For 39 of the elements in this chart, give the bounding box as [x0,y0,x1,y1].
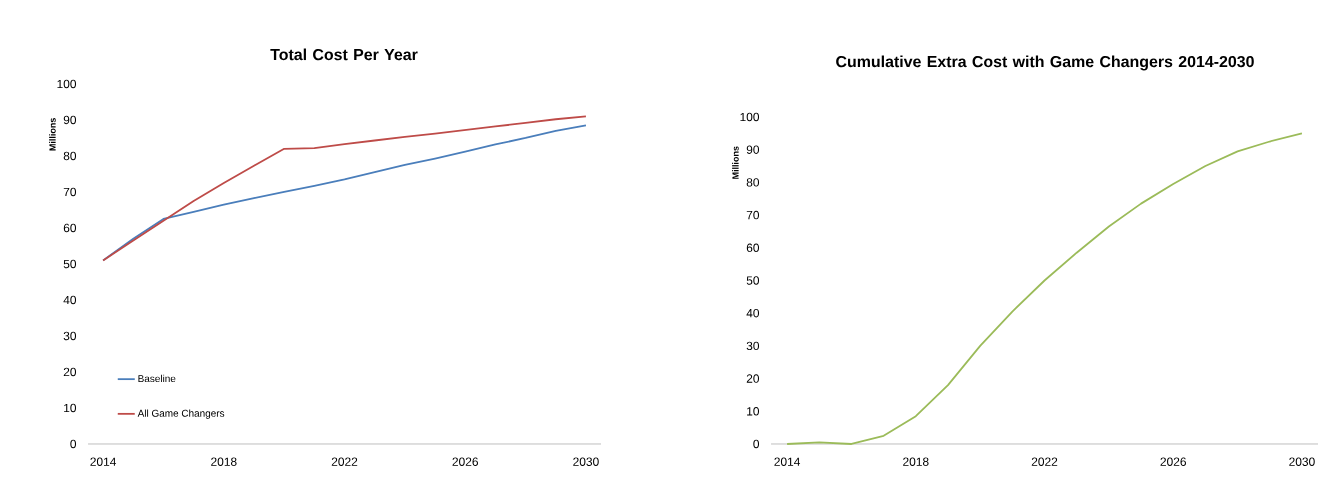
y-tick-label: 0 [753,439,760,449]
chart-title: Total Cost Per Year [270,48,418,61]
y-tick-label: 90 [63,115,77,125]
y-tick-label: 100 [57,79,77,89]
y-tick-label: 30 [63,331,77,341]
y-tick-label: 50 [746,276,760,285]
x-tick-label: 2022 [1031,457,1058,466]
chart-title: Cumulative Extra Cost with Game Changers 2014-2030 [836,55,1254,71]
y-tick-label: 80 [746,178,760,187]
y-tick-label: 0 [70,439,77,449]
line-series [786,132,1303,445]
y-tick-label: 50 [63,259,77,269]
x-tick-label: 2030 [573,457,599,466]
x-tick-label: 2014 [90,457,117,466]
x-tick-label: 2018 [211,457,237,466]
y-tick-label: 20 [63,367,77,377]
y-tick-label: 20 [746,374,760,383]
y-tick-label: 70 [63,187,77,197]
y-tick-label: 10 [64,403,77,413]
y-tick-label: 40 [63,295,77,305]
y-tick-label: 60 [746,243,760,253]
x-tick-label: 2030 [1289,457,1315,466]
y-axis-title: Millions [732,146,739,179]
y-tick-label: 30 [746,341,760,351]
x-tick-label: 2026 [452,457,478,466]
y-tick-label: 90 [746,145,760,154]
y-tick-label: 70 [746,210,760,220]
legend-label: All Game Changers [137,409,225,419]
y-tick-label: 80 [63,151,77,161]
x-tick-label: 2026 [1160,457,1186,466]
y-tick-label: 40 [746,308,760,318]
legend-label: Baseline [138,374,176,383]
y-tick-label: 100 [740,112,760,122]
y-axis-title: Millions [49,118,56,151]
x-tick-label: 2014 [774,457,801,466]
x-tick-label: 2018 [903,457,929,466]
y-tick-label: 10 [747,407,760,416]
x-tick-label: 2022 [331,457,358,466]
y-tick-label: 60 [63,223,77,233]
